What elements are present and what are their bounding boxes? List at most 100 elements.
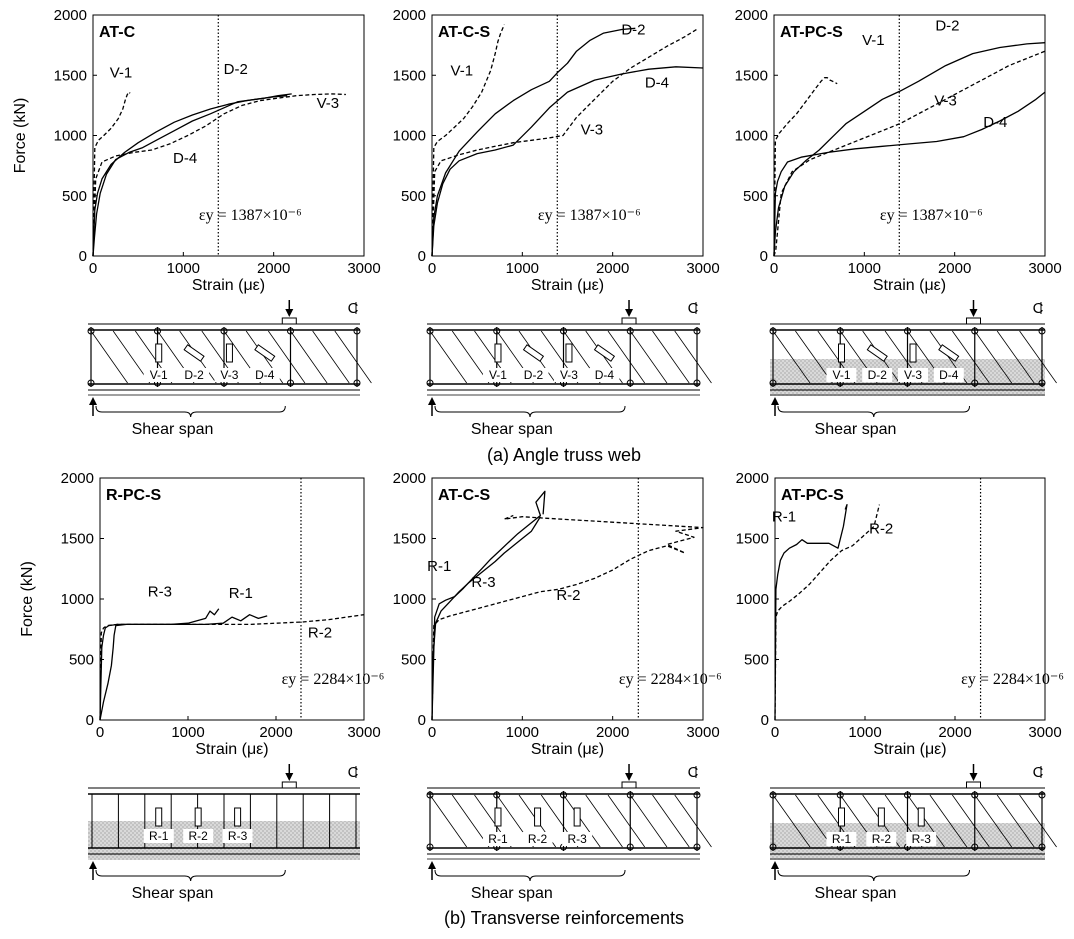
joint: [493, 327, 501, 335]
strain-gauge: [573, 807, 581, 827]
series-label: R-3: [471, 574, 495, 591]
diagonal-member: [772, 330, 811, 384]
joint: [353, 327, 361, 335]
shear-span-label: Shear span: [815, 421, 897, 438]
panel-title: AT-C: [99, 24, 136, 41]
gauge-label: R-3: [228, 829, 248, 843]
x-tick-label: 3000: [1028, 724, 1061, 741]
strain-gauge: [565, 343, 573, 363]
series-label: R-1: [772, 509, 796, 526]
x-tick-label: 3000: [347, 260, 380, 277]
y-tick-label: 1500: [61, 531, 94, 548]
y-tick-label: 2000: [735, 7, 768, 24]
centerline-symbol: C: [348, 300, 359, 317]
y-tick-label: 1000: [735, 128, 768, 145]
y-tick-label: 500: [69, 652, 94, 669]
gauge-label: D-2: [868, 368, 888, 382]
joint: [426, 843, 434, 851]
series-v-1: [773, 77, 838, 257]
series-label: V-1: [110, 65, 133, 82]
strain-gauge: [183, 344, 205, 362]
gauge-label: D-4: [939, 368, 959, 382]
series-label: R-2: [308, 625, 332, 642]
gauge-label-bg: [143, 368, 174, 382]
joint: [87, 379, 95, 387]
centerline-symbol: C: [688, 300, 699, 317]
gauge-label-bg: [589, 368, 620, 382]
diagonal-member: [952, 794, 990, 848]
x-tick-label: 2000: [596, 260, 629, 277]
series-label: R-2: [869, 521, 893, 538]
joint: [971, 791, 979, 799]
gauge-label: V-3: [904, 368, 922, 382]
y-tick-label: 1500: [735, 67, 768, 84]
x-axis-title: Strain (με): [531, 277, 604, 294]
series-label: V-3: [581, 121, 604, 138]
series-d-4: [773, 91, 1046, 257]
yield-strain-label: εy = 2284×10⁻⁶: [619, 671, 722, 688]
diagonal-member: [629, 330, 668, 384]
diagonal-member: [929, 794, 968, 848]
joint: [971, 379, 979, 387]
gauge-label-bg: [562, 832, 593, 846]
y-tick-label: 0: [79, 248, 87, 265]
y-tick-label: 1000: [54, 128, 87, 145]
gauge-label: D-4: [595, 368, 615, 382]
gauge-label-bg: [906, 832, 937, 846]
beam-diagram-3: V-1 D-2 V-3 D-4 C Shear span: [769, 300, 1057, 438]
strain-gauge: [593, 344, 616, 362]
support-arrow-head: [89, 861, 97, 869]
joint: [693, 379, 701, 387]
x-tick-label: 3000: [1028, 260, 1061, 277]
series-label: R-1: [427, 558, 451, 575]
gauge-label-bg: [249, 368, 280, 382]
x-tick-label: 1000: [506, 724, 539, 741]
diagonal-member: [268, 330, 306, 384]
joint: [1038, 843, 1046, 851]
gauge-label-bg: [482, 832, 513, 846]
shear-span-brace: [777, 405, 970, 418]
gauge-label: D-2: [184, 368, 204, 382]
diagonal-member: [996, 794, 1035, 848]
diagonal-member: [90, 330, 128, 384]
gauge-label-bg: [553, 368, 584, 382]
x-tick-label: 0: [771, 724, 779, 741]
gauge-label: R-2: [872, 832, 892, 846]
chart-panel-5: 0 500 1000 1500 2000 0 1000 2000 3000 Strain (με)…: [393, 470, 722, 758]
diagonal-member: [451, 330, 490, 384]
strain-gauge: [534, 807, 542, 827]
beam-diagram-6: R-1 R-2 R-3 C Shear span: [769, 764, 1057, 902]
series-label: V-3: [317, 95, 340, 112]
diagonal-member: [652, 794, 690, 848]
series-label: D-4: [645, 74, 669, 91]
x-axis-title: Strain (με): [195, 741, 268, 758]
diagonal-member: [607, 330, 646, 384]
gauge-label: R-2: [188, 829, 208, 843]
strain-gauge: [234, 807, 242, 827]
diagonal-member: [974, 794, 1013, 848]
strain-gauge: [155, 343, 163, 363]
y-tick-label: 1500: [736, 531, 769, 548]
load-arrow-head: [969, 309, 978, 317]
chart-panel-1: 0 500 1000 1500 2000 0 1000 2000 3000 Strain (με)…: [12, 7, 381, 294]
chart-panel-6: 0 500 1000 1500 2000 0 1000 2000 3000 Strain (με)…: [736, 470, 1064, 758]
diagonal-member: [1019, 330, 1057, 384]
shear-span-label: Shear span: [132, 421, 214, 438]
series-r-1: [99, 614, 268, 721]
joint: [904, 791, 911, 799]
load-arrow-head: [625, 773, 634, 781]
x-tick-label: 0: [428, 260, 436, 277]
joint: [626, 327, 634, 335]
diagonal-member: [429, 330, 468, 384]
series-label: D-2: [224, 61, 248, 78]
diagonal-member: [607, 794, 646, 848]
series-label: D-2: [621, 21, 645, 38]
y-tick-label: 0: [761, 712, 769, 729]
yield-strain-label: εy = 2284×10⁻⁶: [282, 671, 385, 688]
strain-gauge: [494, 807, 502, 827]
gauge-label-bg: [214, 368, 245, 382]
yield-strain-label: εy = 1387×10⁻⁶: [880, 207, 983, 224]
joint: [1038, 327, 1046, 335]
load-plate: [281, 317, 297, 325]
joint: [769, 791, 777, 799]
